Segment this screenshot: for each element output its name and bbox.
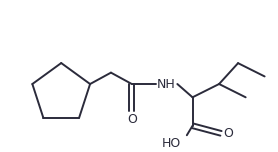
Text: HO: HO bbox=[162, 137, 181, 150]
Text: O: O bbox=[127, 113, 137, 126]
Text: O: O bbox=[224, 127, 234, 140]
Text: NH: NH bbox=[157, 78, 175, 91]
